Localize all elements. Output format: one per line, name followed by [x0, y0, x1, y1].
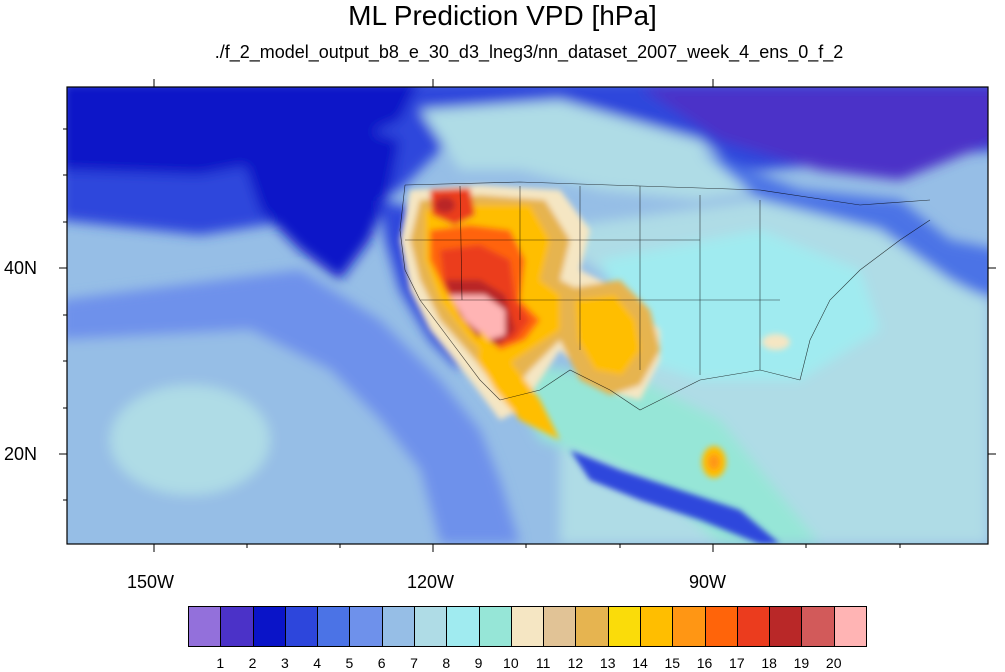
colorbar-swatch: [640, 606, 674, 647]
colorbar-tick-label: 19: [793, 655, 810, 671]
colorbar-swatch: [672, 606, 706, 647]
colorbar-tick-label: 14: [632, 655, 648, 671]
colorbar-swatch: [284, 606, 319, 647]
vpd-map: [59, 79, 996, 552]
x-ticks: [153, 79, 901, 552]
colorbar-swatch: [575, 606, 609, 647]
x-tick-label: 120W: [407, 572, 455, 592]
colorbar-swatch: [833, 606, 867, 647]
colorbar-tick-label: 1: [216, 655, 225, 671]
colorbar-swatch: [543, 606, 577, 647]
colorbar-tick-label: 18: [761, 655, 777, 671]
y-tick-label: 40N: [4, 258, 38, 278]
colorbar-swatch: [607, 606, 641, 647]
map-title: ML Prediction VPD [hPa]: [348, 0, 657, 31]
x-tick-label: 150W: [127, 572, 175, 592]
colorbar-swatch: [478, 606, 512, 647]
boundaries: [399, 181, 931, 411]
colorbar-tick-label: 20: [825, 655, 842, 671]
colorbar-tick-label: 12: [567, 655, 584, 671]
colorbar-swatch: [801, 606, 835, 647]
colorbar-tick-label: 7: [410, 655, 418, 671]
colorbar-tick-label: 5: [345, 655, 354, 671]
colorbar-tick-label: 9: [474, 655, 483, 671]
vpd-field: [67, 87, 988, 544]
colorbar-tick-label: 6: [377, 655, 386, 671]
colorbar-tick-label: 8: [442, 655, 451, 671]
colorbar: [188, 606, 867, 647]
colorbar-swatch: [510, 606, 545, 647]
colorbar-tick-label: 16: [696, 655, 713, 671]
colorbar-swatch: [188, 606, 222, 647]
colorbar-tick-label: 13: [599, 655, 616, 671]
colorbar-tick-label: 4: [313, 655, 322, 671]
colorbar-swatch: [349, 606, 383, 647]
x-tick-label: 90W: [689, 572, 727, 592]
colorbar-swatch: [446, 606, 480, 647]
colorbar-swatch: [414, 606, 448, 647]
colorbar-tick-label: 15: [664, 655, 681, 671]
colorbar-swatch: [704, 606, 738, 647]
colorbar-swatch: [736, 606, 771, 647]
colorbar-swatch: [220, 606, 254, 647]
colorbar-tick-label: 17: [729, 655, 745, 671]
colorbar-tick-label: 11: [535, 655, 551, 671]
y-ticks: [59, 128, 996, 501]
colorbar-swatch: [252, 606, 286, 647]
colorbar-tick-label: 2: [248, 655, 257, 671]
y-tick-label: 20N: [4, 444, 38, 464]
colorbar-swatch: [317, 606, 351, 647]
map-subtitle: ./f_2_model_output_b8_e_30_d3_lneg3/nn_d…: [214, 42, 844, 62]
colorbar-tick-label: 10: [503, 655, 519, 671]
colorbar-swatch: [381, 606, 415, 647]
colorbar-swatch: [769, 606, 803, 647]
colorbar-tick-label: 3: [280, 655, 289, 671]
